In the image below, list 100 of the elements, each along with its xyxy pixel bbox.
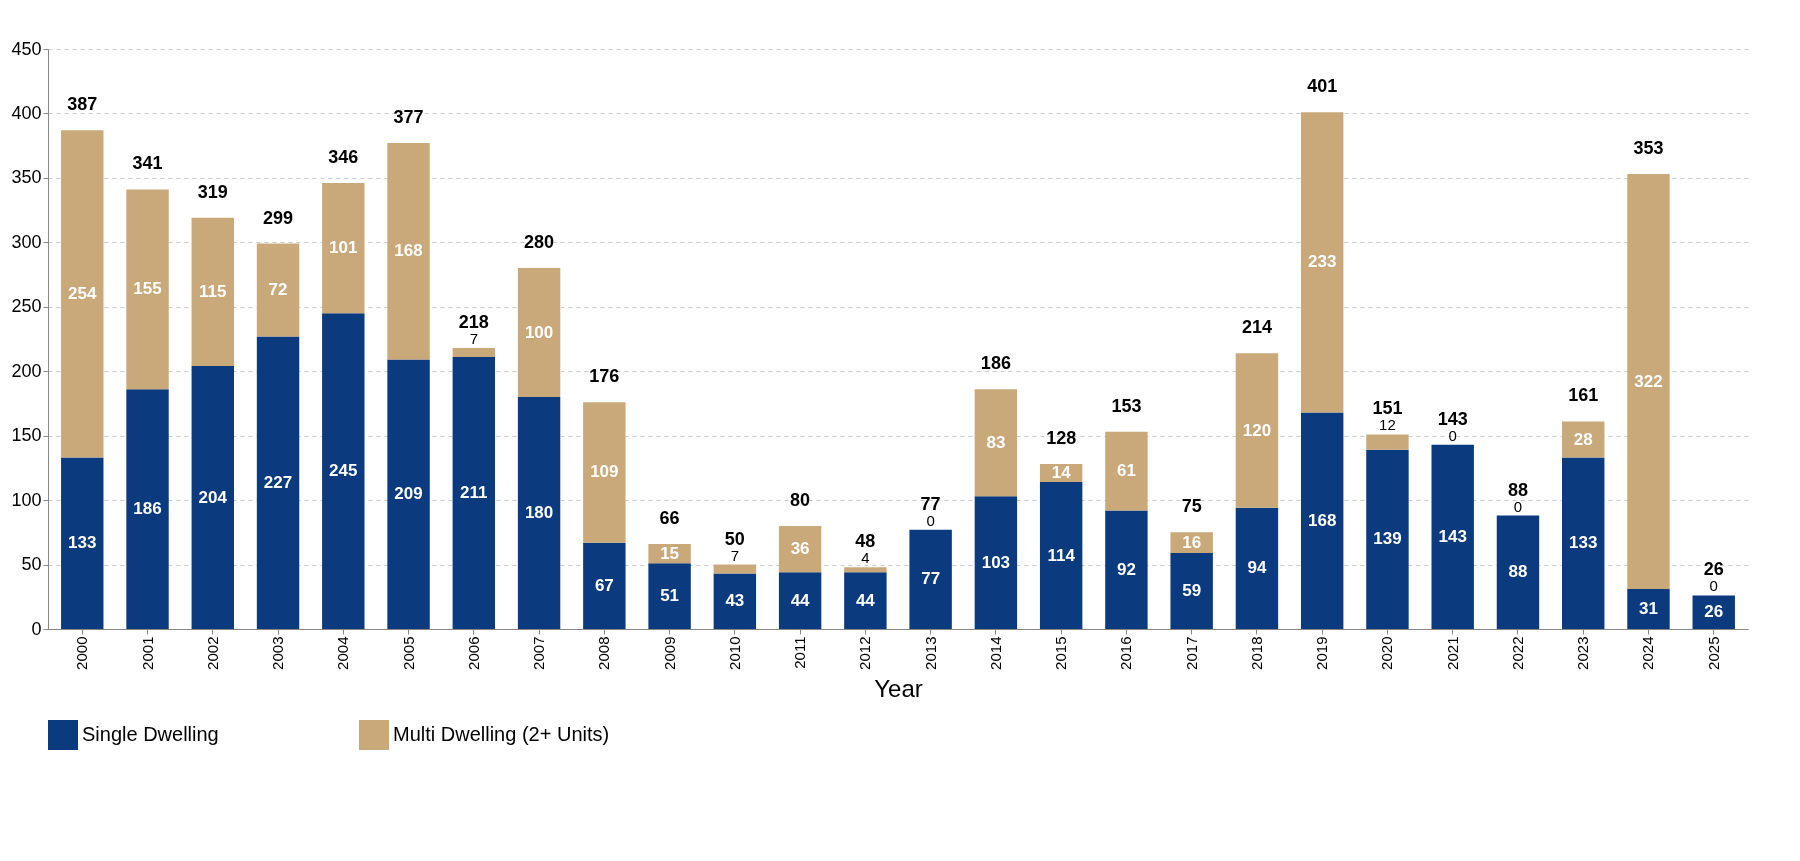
total-label: 401	[1307, 76, 1338, 97]
total-label: 186	[980, 353, 1011, 374]
total-label: 176	[589, 366, 620, 387]
data-label: 168	[394, 241, 423, 261]
bar	[778, 572, 822, 629]
x-tick-label: 2021	[1443, 636, 1461, 670]
data-label: 83	[986, 432, 1006, 452]
data-label: 59	[1182, 580, 1202, 600]
bar	[713, 564, 757, 574]
total-label: 319	[197, 181, 228, 202]
data-label: 28	[1573, 429, 1593, 449]
legend-label: Multi Dwelling (2+ Units)	[393, 723, 610, 745]
x-axis-title: Year	[874, 674, 923, 702]
bar	[126, 389, 169, 629]
y-tick-label: 250	[11, 296, 42, 317]
x-tick-label: 2006	[464, 636, 482, 670]
x-tick-label: 2018	[1247, 636, 1265, 670]
bar	[191, 217, 234, 367]
bar	[1105, 510, 1148, 629]
x-tick-label: 2013	[921, 636, 939, 670]
data-label: 133	[68, 533, 97, 553]
data-label: 114	[1047, 545, 1076, 565]
bar	[974, 496, 1018, 629]
bar	[974, 389, 1018, 497]
data-label: 245	[329, 461, 358, 481]
total-label: 48	[855, 531, 876, 552]
bar	[1170, 552, 1213, 629]
bar	[1366, 434, 1409, 450]
legend-label: Single Dwelling	[82, 723, 219, 745]
x-tick-label: 2017	[1182, 636, 1200, 670]
x-tick-label: 2005	[399, 636, 417, 670]
bar	[256, 336, 300, 629]
bar	[1562, 421, 1605, 458]
y-tick-label: 150	[11, 425, 42, 446]
total-label: 377	[393, 107, 424, 128]
total-label: 341	[132, 153, 163, 174]
data-label: 7	[730, 546, 740, 564]
data-label: 143	[1438, 526, 1467, 546]
data-label: 67	[594, 575, 614, 595]
y-tick-label: 350	[11, 167, 42, 188]
bar	[1300, 412, 1344, 629]
data-label: 61	[1116, 461, 1136, 481]
data-label: 12	[1379, 416, 1396, 434]
x-tick-label: 2025	[1704, 636, 1722, 670]
total-label: 66	[659, 507, 680, 528]
total-label: 143	[1437, 408, 1468, 429]
data-label: 100	[524, 322, 554, 342]
x-tick-label: 2000	[73, 636, 91, 670]
data-label: 26	[1704, 602, 1724, 622]
data-label: 77	[921, 569, 941, 589]
y-tick-label: 50	[21, 554, 42, 575]
total-label: 151	[1372, 398, 1403, 419]
bar	[1235, 353, 1279, 508]
x-tick-label: 2024	[1639, 636, 1657, 670]
bar	[583, 402, 626, 543]
data-label: 233	[1308, 252, 1337, 272]
y-tick-label: 450	[11, 38, 42, 59]
data-label: 0	[926, 511, 935, 529]
bar	[844, 572, 887, 629]
bar	[517, 268, 561, 397]
x-tick-label: 2008	[595, 636, 613, 670]
bar	[322, 183, 365, 314]
bar	[1627, 589, 1670, 629]
bar	[778, 525, 822, 573]
data-label: 88	[1508, 562, 1528, 582]
total-label: 280	[524, 232, 555, 253]
data-label: 109	[590, 462, 619, 482]
x-tick-label: 2014	[986, 636, 1004, 670]
data-label: 204	[198, 487, 228, 507]
total-label: 80	[790, 489, 811, 510]
data-label: 44	[855, 590, 876, 610]
x-tick-label: 2015	[1052, 636, 1070, 670]
x-tick-label: 2003	[269, 636, 287, 670]
bar	[909, 529, 952, 629]
bar	[648, 563, 691, 629]
bar	[126, 189, 169, 390]
total-label: 77	[920, 493, 941, 514]
data-label: 16	[1182, 532, 1202, 552]
data-label: 103	[981, 552, 1011, 572]
bar	[1039, 482, 1083, 629]
x-tick-label: 2009	[660, 636, 678, 670]
total-label: 75	[1181, 496, 1202, 517]
total-label: 218	[458, 312, 489, 333]
data-label: 101	[329, 238, 358, 258]
data-label: 4	[861, 549, 870, 567]
data-label: 168	[1308, 510, 1337, 530]
data-label: 133	[1569, 533, 1598, 553]
data-label: 92	[1116, 559, 1136, 579]
bar	[517, 397, 561, 629]
x-tick-label: 2022	[1508, 636, 1526, 670]
data-label: 31	[1639, 599, 1658, 619]
bar	[1496, 515, 1540, 629]
total-label: 214	[1241, 317, 1272, 338]
bar	[1366, 449, 1409, 629]
data-label: 94	[1247, 558, 1267, 578]
data-label: 211	[460, 483, 488, 503]
x-tick-label: 2012	[856, 636, 874, 670]
x-tick-label: 2020	[1378, 636, 1396, 670]
bar	[844, 567, 887, 573]
total-label: 346	[328, 147, 359, 168]
